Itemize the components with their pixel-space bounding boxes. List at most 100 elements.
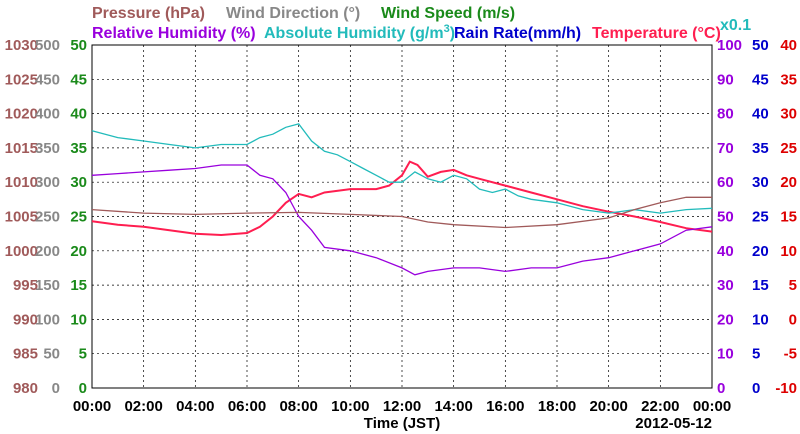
y-tick-relative-humidity: 30: [717, 277, 734, 294]
y-tick-relative-humidity: 20: [717, 311, 734, 328]
legend-wind-direction: Wind Direction (°): [226, 5, 360, 22]
y-tick-wind-speed: 0: [79, 380, 87, 397]
x-tick-label: 12:00: [383, 398, 421, 415]
y-tick-wind-direction: 0: [52, 380, 60, 397]
y-tick-wind-direction: 300: [35, 174, 60, 191]
y-tick-wind-direction: 200: [35, 243, 60, 260]
y-tick-temperature: 0: [789, 311, 797, 328]
y-tick-rain-rate: 25: [752, 209, 769, 226]
x-tick-label: 18:00: [538, 398, 576, 415]
y-tick-relative-humidity: 70: [717, 140, 734, 157]
legend-temperature: Temperature (°C): [592, 25, 721, 42]
y-tick-wind-speed: 15: [70, 277, 87, 294]
grid: [92, 45, 712, 388]
series-line-temperature: [91, 160, 713, 237]
y-tick-pressure: 985: [13, 346, 38, 363]
x-tick-label: 14:00: [434, 398, 472, 415]
x-tick-label: 06:00: [228, 398, 266, 415]
y-tick-pressure: 1005: [5, 209, 38, 226]
y-tick-temperature: 30: [780, 106, 797, 123]
x-tick-label: 10:00: [331, 398, 369, 415]
y-tick-wind-direction: 400: [35, 106, 60, 123]
legend-absolute-humidity-sup: 3: [444, 23, 450, 35]
y-tick-wind-speed: 35: [70, 140, 87, 157]
y-tick-pressure: 980: [13, 380, 38, 397]
tick-labels: 1030102510201015101010051000995990985980…: [5, 37, 797, 415]
y-tick-wind-speed: 50: [70, 37, 87, 54]
y-tick-relative-humidity: 90: [717, 71, 734, 88]
y-tick-wind-direction: 450: [35, 71, 60, 88]
y-tick-wind-direction: 250: [35, 209, 60, 226]
legend-absolute-humidity: Absolute Humidity (g/m3): [264, 23, 455, 42]
series-line-pressure: [91, 196, 712, 229]
y-tick-rain-rate: 40: [752, 106, 769, 123]
y-tick-wind-speed: 5: [79, 346, 87, 363]
x-axis-label: Time (JST): [364, 415, 440, 432]
series-line-absolute-humidity: [91, 123, 713, 214]
y-tick-wind-direction: 150: [35, 277, 60, 294]
y-tick-pressure: 1020: [5, 106, 38, 123]
legend-rain-rate: Rain Rate(mm/h): [454, 25, 581, 42]
y-tick-wind-speed: 20: [70, 243, 87, 260]
y-tick-wind-direction: 500: [35, 37, 60, 54]
y-tick-wind-direction: 350: [35, 140, 60, 157]
y-tick-rain-rate: 45: [752, 71, 769, 88]
date-label: 2012-05-12: [635, 415, 712, 432]
series-line-relative-humidity: [91, 164, 713, 276]
y-tick-relative-humidity: 60: [717, 174, 734, 191]
y-tick-wind-speed: 30: [70, 174, 87, 191]
y-tick-relative-humidity: 50: [717, 209, 734, 226]
x-tick-label: 04:00: [176, 398, 214, 415]
y-tick-relative-humidity: 80: [717, 106, 734, 123]
series-group: [91, 123, 713, 276]
y-tick-temperature: 40: [780, 37, 797, 54]
y-tick-pressure: 1030: [5, 37, 38, 54]
legend-relative-humidity: Relative Humidity (%): [92, 25, 256, 42]
y-tick-rain-rate: 5: [752, 346, 760, 363]
y-tick-temperature: 15: [780, 209, 797, 226]
y-tick-temperature: 25: [780, 140, 797, 157]
y-tick-pressure: 1025: [5, 71, 38, 88]
y-tick-pressure: 1010: [5, 174, 38, 191]
y-tick-pressure: 990: [13, 311, 38, 328]
x-tick-label: 08:00: [279, 398, 317, 415]
y-tick-pressure: 995: [13, 277, 38, 294]
y-tick-rain-rate: 15: [752, 277, 769, 294]
y-tick-relative-humidity: 100: [717, 37, 742, 54]
y-tick-wind-speed: 10: [70, 311, 87, 328]
y-tick-wind-speed: 25: [70, 209, 87, 226]
x-tick-label: 00:00: [73, 398, 111, 415]
y-tick-rain-rate: 30: [752, 174, 769, 191]
y-tick-temperature: 5: [789, 277, 797, 294]
y-tick-relative-humidity: 0: [717, 380, 725, 397]
y-tick-temperature: 35: [780, 71, 797, 88]
x-tick-label: 22:00: [641, 398, 679, 415]
y-tick-wind-direction: 50: [43, 346, 60, 363]
y-tick-pressure: 1015: [5, 140, 38, 157]
y-tick-relative-humidity: 40: [717, 243, 734, 260]
x-tick-label: 16:00: [486, 398, 524, 415]
legend-wind-speed: Wind Speed (m/s): [381, 5, 515, 22]
legend-scale-note: x0.1: [720, 17, 751, 34]
y-tick-rain-rate: 10: [752, 311, 769, 328]
y-tick-rain-rate: 50: [752, 37, 769, 54]
y-tick-rain-rate: 0: [752, 380, 760, 397]
y-tick-rain-rate: 35: [752, 140, 769, 157]
x-tick-label: 20:00: [589, 398, 627, 415]
y-tick-temperature: -10: [775, 380, 797, 397]
y-tick-wind-speed: 40: [70, 106, 87, 123]
legend-pressure: Pressure (hPa): [92, 5, 205, 22]
legend-absolute-humidity-suffix: ): [450, 25, 455, 42]
legend-absolute-humidity-prefix: Absolute Humidity (g/m: [264, 25, 444, 42]
y-tick-temperature: 10: [780, 243, 797, 260]
x-tick-label: 00:00: [693, 398, 731, 415]
y-tick-pressure: 1000: [5, 243, 38, 260]
y-tick-wind-speed: 45: [70, 71, 87, 88]
y-tick-rain-rate: 20: [752, 243, 769, 260]
y-tick-temperature: -5: [784, 346, 797, 363]
x-tick-label: 02:00: [124, 398, 162, 415]
y-tick-relative-humidity: 10: [717, 346, 734, 363]
y-tick-temperature: 20: [780, 174, 797, 191]
